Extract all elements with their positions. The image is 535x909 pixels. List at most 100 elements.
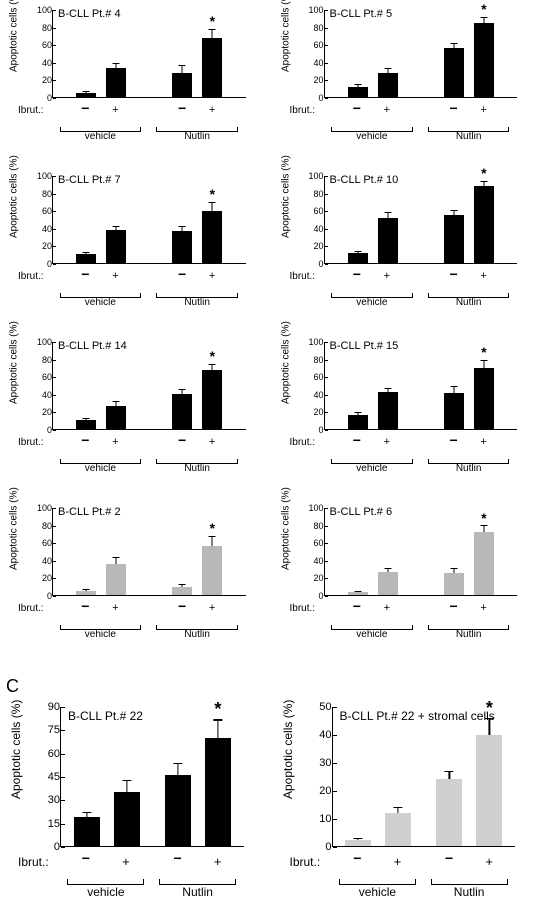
chart-pt15: Apoptotic cells (%)020406080100*B-CLL Pt…	[284, 338, 524, 476]
bar	[345, 707, 371, 846]
ibrut-label: Ibrut.:	[290, 603, 316, 614]
sign-minus: −	[347, 270, 367, 282]
bar-group	[53, 176, 149, 263]
y-axis: 020406080100	[310, 508, 324, 596]
bar	[76, 508, 96, 595]
x-signs-row: −+−+	[52, 104, 246, 116]
bar-rect	[106, 564, 126, 595]
bar-group: *	[421, 176, 517, 263]
x-sign-group: −+	[149, 436, 246, 448]
x-signs-row: −+−+	[52, 436, 246, 448]
condition-label: vehicle	[52, 297, 149, 308]
chart-title: B-CLL Pt.# 10	[330, 174, 399, 186]
y-axis-label: Apoptotic cells (%)	[9, 487, 20, 570]
x-signs-row: −+−+	[60, 854, 244, 869]
chart-title: B-CLL Pt.# 22 + stromal cells	[340, 709, 495, 723]
y-tick: 15	[38, 818, 60, 830]
y-tick: 40	[306, 58, 324, 68]
sign-plus: +	[474, 436, 494, 448]
bars-container: *	[53, 176, 246, 263]
condition-row: vehicleNutlin	[324, 463, 518, 474]
y-tick: 80	[306, 521, 324, 531]
y-tick: 40	[306, 556, 324, 566]
x-sign-group: −+	[420, 104, 517, 116]
ibrut-label: Ibrut.:	[290, 105, 316, 116]
sign-plus: +	[377, 270, 397, 282]
significance-star: *	[481, 2, 486, 16]
y-tick: 20	[34, 573, 52, 583]
bar	[76, 342, 96, 429]
y-axis: 020406080100	[310, 176, 324, 264]
condition-label: vehicle	[52, 131, 149, 142]
y-tick: 0	[306, 259, 324, 269]
bar-rect	[378, 218, 398, 263]
bar-group: *	[421, 10, 517, 97]
bar	[348, 342, 368, 429]
bar-group: *	[421, 342, 517, 429]
bar: *	[474, 10, 494, 97]
bar	[444, 508, 464, 595]
x-signs-row: −+−+	[324, 104, 518, 116]
bar	[378, 342, 398, 429]
sign-plus: +	[377, 436, 397, 448]
sign-minus: −	[344, 854, 370, 869]
sign-minus: −	[75, 104, 95, 116]
y-axis: 020406080100	[38, 508, 52, 596]
y-tick: 80	[306, 189, 324, 199]
error-bar	[453, 386, 454, 394]
chart-pt22s: Apoptotic cells (%)01020304050*B-CLL Pt.…	[284, 703, 524, 903]
condition-label: Nutlin	[149, 131, 246, 142]
bar-rect	[345, 840, 371, 846]
bar-group	[325, 10, 421, 97]
y-tick: 60	[38, 748, 60, 760]
y-tick: 45	[38, 771, 60, 783]
x-sign-group: −+	[332, 854, 424, 869]
chart-pt4: Apoptotic cells (%)020406080100*B-CLL Pt…	[12, 6, 252, 144]
bars-container: *	[325, 342, 518, 429]
sign-minus: −	[444, 104, 464, 116]
chart-pt14: Apoptotic cells (%)020406080100*B-CLL Pt…	[12, 338, 252, 476]
bar-rect	[444, 48, 464, 97]
bar-rect	[76, 420, 96, 429]
x-sign-group: −+	[324, 602, 421, 614]
y-tick: 0	[38, 841, 60, 853]
plot-area: *	[60, 707, 244, 847]
bar	[385, 707, 411, 846]
bars-container: *	[325, 176, 518, 263]
chart-title: B-CLL Pt.# 22	[68, 709, 143, 723]
sign-minus: −	[75, 270, 95, 282]
condition-label: vehicle	[324, 463, 421, 474]
bar-group	[53, 508, 149, 595]
chart-title: B-CLL Pt.# 2	[58, 506, 121, 518]
bar	[76, 176, 96, 263]
y-axis-label: Apoptotic cells (%)	[9, 700, 23, 799]
sign-minus: −	[165, 854, 191, 869]
significance-star: *	[481, 345, 486, 359]
chart-pt2: Apoptotic cells (%)020406080100*B-CLL Pt…	[12, 504, 252, 642]
y-tick: 100	[34, 171, 52, 181]
sign-minus: −	[172, 104, 192, 116]
bar-rect	[348, 592, 368, 595]
x-signs-row: −+−+	[52, 602, 246, 614]
bar-rect	[202, 370, 222, 429]
y-tick: 20	[306, 75, 324, 85]
bar-group: *	[424, 707, 515, 846]
condition-row: vehicleNutlin	[52, 463, 246, 474]
bar: *	[202, 342, 222, 429]
plot-area: *	[324, 342, 518, 430]
condition-label: Nutlin	[149, 629, 246, 640]
bar: *	[476, 707, 502, 846]
y-axis-label: Apoptotic cells (%)	[9, 155, 20, 238]
bar	[444, 342, 464, 429]
ibrut-label: Ibrut.:	[18, 271, 44, 282]
x-sign-group: −+	[149, 602, 246, 614]
chart-title: B-CLL Pt.# 4	[58, 8, 121, 20]
bars-container: *	[333, 707, 516, 846]
bar	[106, 176, 126, 263]
x-sign-group: −+	[149, 104, 246, 116]
bar-group	[325, 342, 421, 429]
bar-group	[325, 508, 421, 595]
sign-plus: +	[113, 854, 139, 869]
sign-plus: +	[205, 854, 231, 869]
sign-minus: −	[444, 436, 464, 448]
